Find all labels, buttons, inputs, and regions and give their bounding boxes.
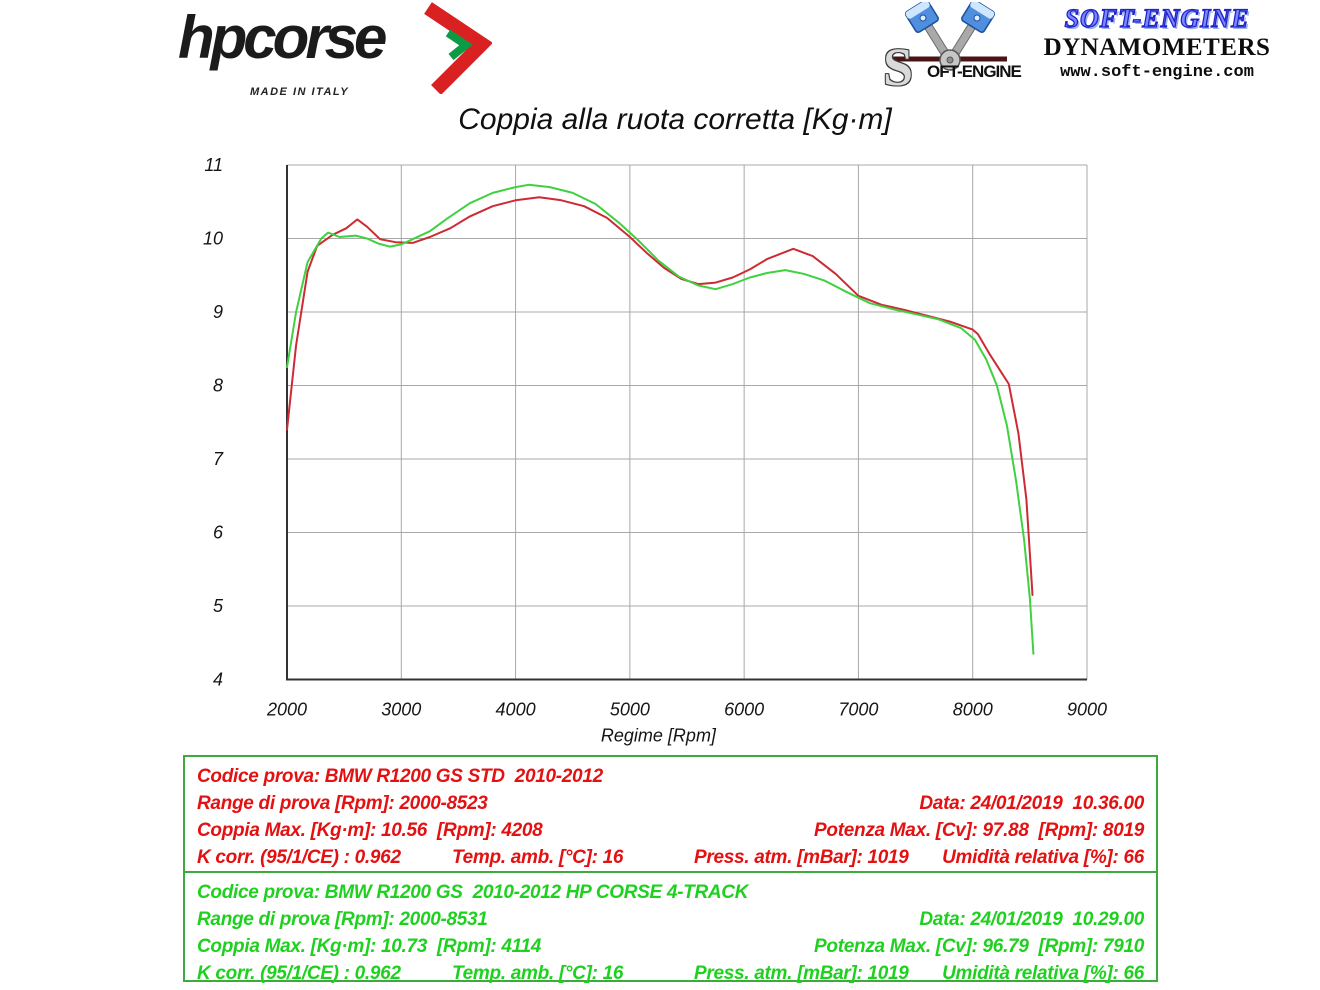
temp-amb-std: Temp. amb. [°C]: 16 (452, 847, 624, 868)
result-line: K corr. (95/1/CE) : 0.962 Temp. amb. [°C… (197, 844, 1144, 871)
codice-prova-hpcorse: Codice prova: BMW R1200 GS 2010-2012 HP … (197, 882, 749, 903)
temp-amb-hpcorse: Temp. amb. [°C]: 16 (452, 963, 624, 984)
svg-text:9: 9 (213, 302, 223, 322)
codice-prova-std: Codice prova: BMW R1200 GS STD 2010-2012 (197, 766, 603, 787)
press-atm-std: Press. atm. [mBar]: 1019 (694, 847, 909, 868)
svg-text:Regime [Rpm]: Regime [Rpm] (601, 726, 717, 746)
svg-text:10: 10 (203, 229, 223, 249)
k-corr-hpcorse: K corr. (95/1/CE) : 0.962 (197, 963, 401, 984)
softengine-logo: S OFT-ENGINE SOFT-ENGINE DYNAMOMETERS ww… (883, 0, 1313, 104)
hpcorse-logo: hpcorse MADE IN ITALY (178, 2, 508, 108)
result-line: Range di prova [Rpm]: 2000-8523 Data: 24… (197, 790, 1144, 817)
potenza-max-hpcorse: Potenza Max. [Cv]: 96.79 [Rpm]: 7910 (814, 936, 1144, 957)
softengine-url: www.soft-engine.com (1060, 63, 1254, 82)
svg-text:4: 4 (213, 670, 223, 690)
range-prova-hpcorse: Range di prova [Rpm]: 2000-8531 (197, 909, 488, 930)
result-line: Codice prova: BMW R1200 GS 2010-2012 HP … (197, 879, 1144, 906)
coppia-max-std: Coppia Max. [Kg·m]: 10.56 [Rpm]: 4208 (197, 820, 543, 841)
k-corr-std: K corr. (95/1/CE) : 0.962 (197, 847, 401, 868)
svg-text:8: 8 (213, 376, 223, 396)
svg-text:5: 5 (213, 596, 224, 616)
svg-text:2000: 2000 (266, 700, 307, 720)
data-ora-std: Data: 24/01/2019 10.36.00 (919, 793, 1144, 814)
softengine-s-glyph: S (883, 37, 914, 97)
svg-text:11: 11 (204, 155, 223, 175)
svg-text:3000: 3000 (381, 700, 421, 720)
hpcorse-arrow-icon (424, 2, 492, 94)
svg-text:6: 6 (213, 523, 224, 543)
result-line: K corr. (95/1/CE) : 0.962 Temp. amb. [°C… (197, 960, 1144, 987)
chart-title: Coppia alla ruota corretta [Kg·m] (458, 103, 892, 136)
result-section-std: Codice prova: BMW R1200 GS STD 2010-2012… (185, 757, 1156, 873)
result-line: Coppia Max. [Kg·m]: 10.73 [Rpm]: 4114 Po… (197, 933, 1144, 960)
press-atm-hpcorse: Press. atm. [mBar]: 1019 (694, 963, 909, 984)
potenza-max-std: Potenza Max. [Cv]: 97.88 [Rpm]: 8019 (814, 820, 1144, 841)
umidita-hpcorse: Umidità relativa [%]: 66 (942, 963, 1144, 984)
svg-text:8000: 8000 (953, 700, 993, 720)
range-prova-std: Range di prova [Rpm]: 2000-8523 (197, 793, 488, 814)
pistons-icon (893, 2, 1007, 71)
coppia-max-hpcorse: Coppia Max. [Kg·m]: 10.73 [Rpm]: 4114 (197, 936, 542, 957)
result-section-hpcorse: Codice prova: BMW R1200 GS 2010-2012 HP … (185, 873, 1156, 984)
results-panel: Codice prova: BMW R1200 GS STD 2010-2012… (183, 755, 1158, 984)
softengine-wordmark-small: OFT-ENGINE (927, 62, 1022, 81)
umidita-std: Umidità relativa [%]: 66 (942, 847, 1144, 868)
svg-text:5000: 5000 (610, 700, 650, 720)
result-line: Range di prova [Rpm]: 2000-8531 Data: 24… (197, 906, 1144, 933)
torque-chart: 4 5 6 7 8 9 10 11 2000 3000 4000 5000 6000 7000 8000 90… (203, 155, 1107, 746)
data-ora-hpcorse: Data: 24/01/2019 10.29.00 (919, 909, 1144, 930)
hpcorse-tagline: MADE IN ITALY (250, 86, 350, 98)
svg-text:9000: 9000 (1067, 700, 1107, 720)
svg-text:7000: 7000 (838, 700, 878, 720)
hpcorse-brand-text: hpcorse (178, 4, 387, 71)
result-line: Coppia Max. [Kg·m]: 10.56 [Rpm]: 4208 Po… (197, 817, 1144, 844)
softengine-subtitle: DYNAMOMETERS (1043, 34, 1271, 61)
svg-text:4000: 4000 (496, 700, 536, 720)
svg-text:6000: 6000 (724, 700, 764, 720)
softengine-brand-text: SOFT-ENGINE (1064, 3, 1250, 33)
svg-text:7: 7 (213, 449, 224, 469)
result-line: Codice prova: BMW R1200 GS STD 2010-2012 (197, 763, 1144, 790)
